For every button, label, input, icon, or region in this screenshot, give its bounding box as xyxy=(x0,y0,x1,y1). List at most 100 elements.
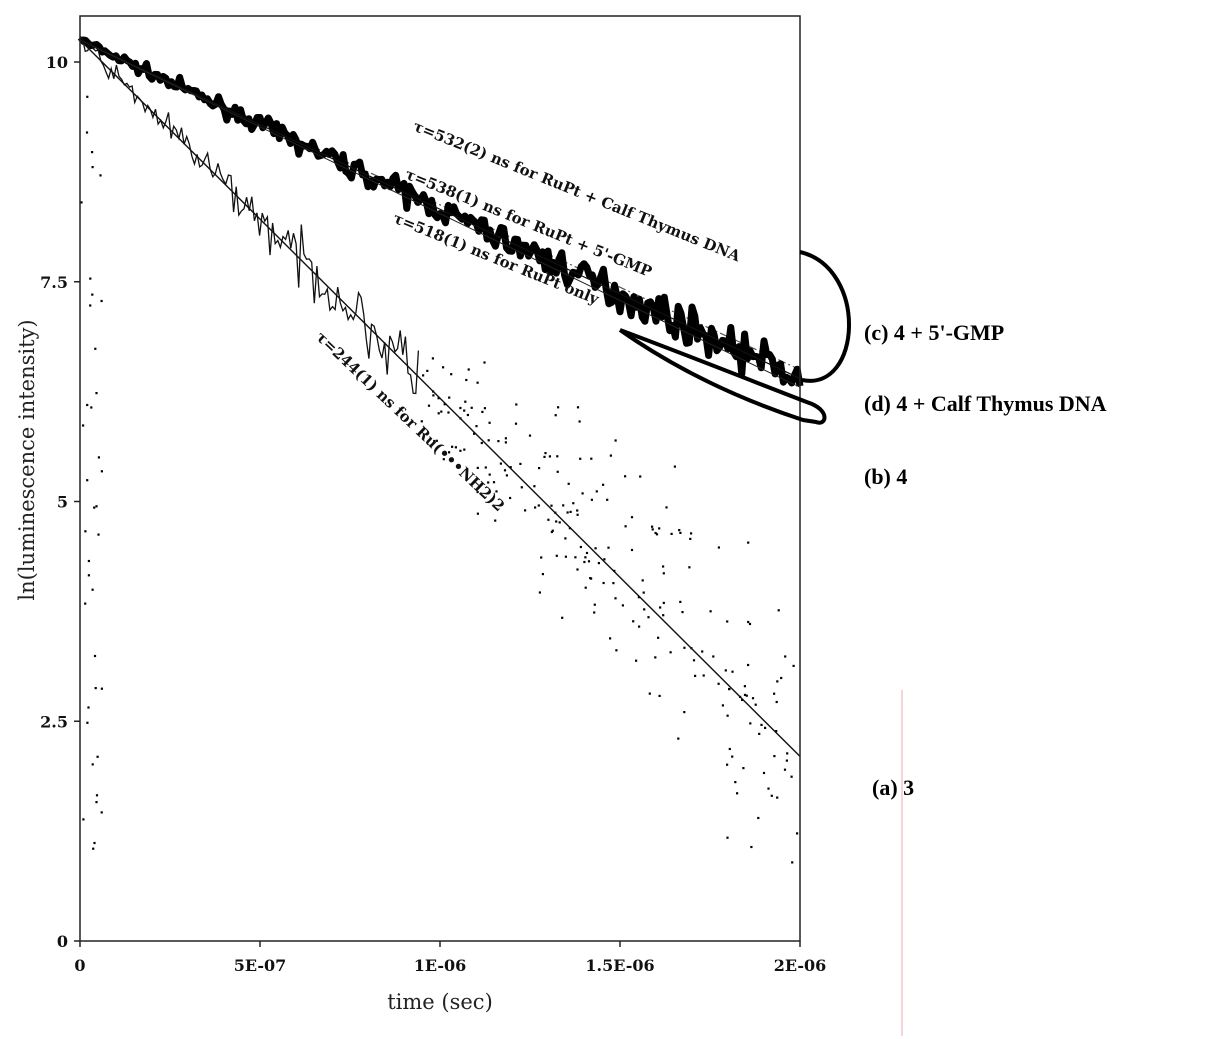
data-point xyxy=(576,513,579,516)
data-point xyxy=(448,451,451,454)
data-point xyxy=(728,747,731,751)
data-point xyxy=(679,531,682,534)
data-point xyxy=(683,711,686,714)
data-point xyxy=(557,406,560,409)
data-point xyxy=(554,414,557,417)
data-point xyxy=(724,669,727,672)
data-point xyxy=(422,374,425,377)
data-point xyxy=(615,649,618,652)
data-point xyxy=(726,620,729,623)
data-point xyxy=(497,440,500,443)
data-point xyxy=(767,787,770,790)
data-point xyxy=(495,490,498,493)
data-point xyxy=(590,498,593,501)
data-point xyxy=(743,693,747,696)
data-point xyxy=(597,562,600,565)
data-point xyxy=(437,412,440,415)
data-point xyxy=(609,454,612,457)
bracket-rupt-callout xyxy=(618,328,827,425)
y-tick-label: 7.5 xyxy=(40,273,68,292)
data-point xyxy=(785,759,788,762)
data-point xyxy=(612,582,615,585)
data-point xyxy=(590,457,593,460)
data-point xyxy=(780,676,783,680)
data-point xyxy=(431,357,434,360)
y-tick-label: 0 xyxy=(57,932,68,951)
data-point xyxy=(566,511,569,514)
data-point xyxy=(578,420,581,423)
data-point xyxy=(437,397,440,400)
data-point xyxy=(777,609,780,612)
data-point xyxy=(91,166,94,169)
data-point xyxy=(770,794,773,797)
data-point xyxy=(555,520,558,523)
data-point xyxy=(673,465,676,468)
data-point xyxy=(87,574,90,577)
data-point xyxy=(537,504,540,507)
data-point xyxy=(791,861,794,864)
data-point xyxy=(93,841,96,845)
data-point xyxy=(538,591,541,594)
data-point xyxy=(614,439,617,442)
data-point xyxy=(551,529,554,532)
data-point xyxy=(451,445,454,448)
y-tick-label: 10 xyxy=(46,53,68,72)
data-point xyxy=(593,611,596,614)
data-point xyxy=(509,496,512,500)
data-point xyxy=(742,767,745,770)
data-point xyxy=(488,473,491,476)
data-point xyxy=(658,694,661,697)
data-point xyxy=(503,469,507,472)
data-point xyxy=(95,794,99,797)
data-point xyxy=(651,525,654,528)
data-point xyxy=(95,505,98,508)
data-point xyxy=(476,381,479,384)
series-fit-line xyxy=(79,39,801,388)
data-point xyxy=(712,655,715,658)
data-point xyxy=(543,455,546,458)
data-point xyxy=(721,704,724,707)
data-point xyxy=(688,566,691,569)
data-point xyxy=(442,458,445,461)
data-point xyxy=(547,518,550,521)
data-point xyxy=(528,434,532,437)
data-point xyxy=(677,737,680,740)
data-point xyxy=(574,556,577,559)
plot-frame xyxy=(79,15,801,942)
data-point xyxy=(487,439,490,442)
data-point xyxy=(595,490,598,493)
data-point xyxy=(662,565,665,568)
data-point xyxy=(540,556,543,559)
data-point xyxy=(564,555,567,558)
annotation-ru-nh2: τ=244(1) ns for Ru(•••NH2)2 xyxy=(312,328,508,515)
data-point xyxy=(757,816,760,820)
series-fit-line xyxy=(79,39,801,379)
data-point xyxy=(576,568,579,571)
data-point xyxy=(647,616,650,619)
data-point xyxy=(702,674,705,677)
side-label-a: (a) 3 xyxy=(872,775,914,800)
data-point xyxy=(99,174,102,177)
data-point xyxy=(100,299,103,303)
data-marks xyxy=(77,35,804,864)
data-point xyxy=(519,462,522,465)
data-point xyxy=(89,277,92,280)
data-point xyxy=(90,406,93,409)
data-point xyxy=(87,559,90,563)
data-point xyxy=(555,554,558,557)
x-tick-label: 1E-06 xyxy=(414,956,467,975)
data-point xyxy=(556,455,559,458)
data-point xyxy=(450,373,453,376)
data-point xyxy=(467,368,470,371)
data-point xyxy=(745,694,748,697)
data-point xyxy=(624,475,627,478)
data-point xyxy=(658,527,661,530)
data-point xyxy=(514,422,518,425)
data-point xyxy=(606,498,609,501)
y-tick-label: 2.5 xyxy=(40,712,68,731)
data-point xyxy=(89,304,92,307)
data-point xyxy=(717,682,720,685)
data-point xyxy=(481,410,484,413)
data-point xyxy=(731,670,734,673)
